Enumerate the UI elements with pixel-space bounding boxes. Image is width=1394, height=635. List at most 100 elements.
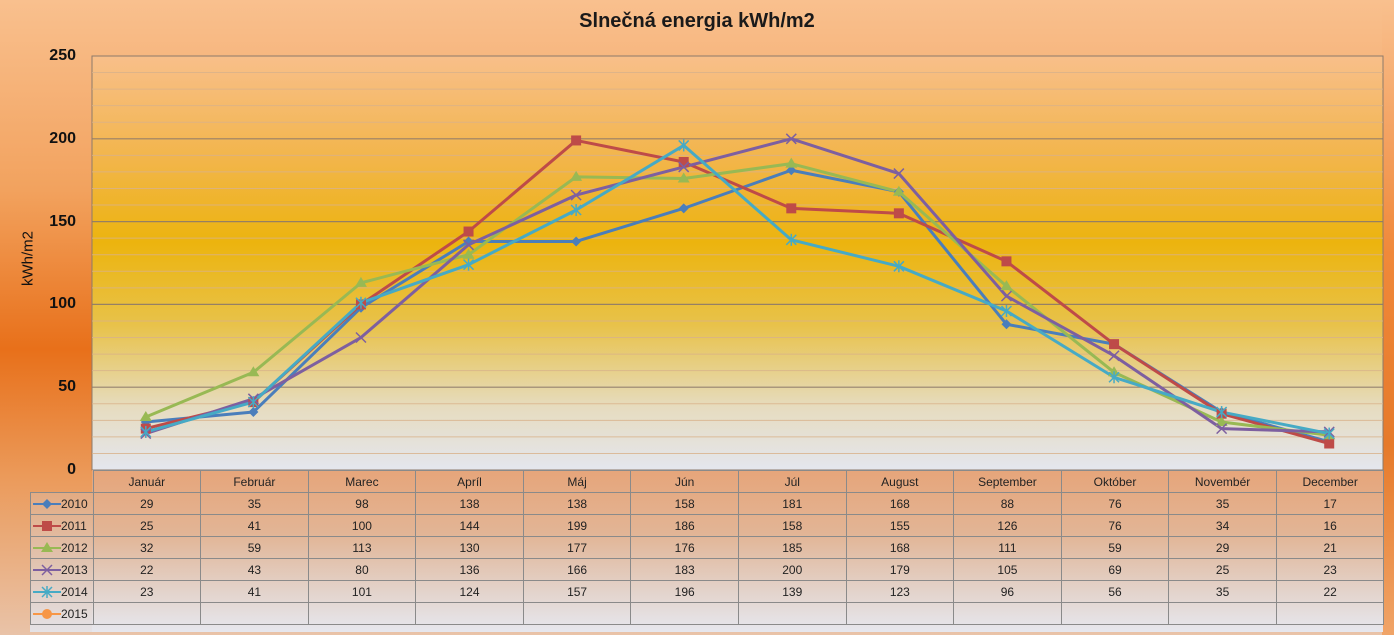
data-point-2011 [678,156,689,167]
data-point-2010 [463,236,474,247]
table-cell: 35 [1168,492,1277,515]
category-header: Máj [522,470,632,493]
table-cell: 176 [630,536,739,559]
table-cell: 144 [415,514,524,537]
table-cell: 155 [845,514,955,537]
y-tick-label: 250 [49,47,76,64]
data-point-2011 [893,208,904,219]
category-header: Január [92,470,202,493]
category-header: Apríl [415,470,524,493]
legend-entry: 2010 [30,492,94,515]
data-point-2012 [570,170,583,181]
table-header-row: Január Február Marec Apríl Máj Jún Júl August Se… [31,470,1385,493]
category-header: Február [200,470,309,493]
category-header: Jún [630,470,739,493]
data-point-2012 [785,157,798,168]
table-cell [415,602,524,625]
table-cell [845,602,955,625]
table-cell: 136 [415,558,524,581]
data-point-2010 [571,236,582,247]
data-point-2013 [785,133,797,145]
data-point-2010 [248,407,259,418]
table-cell: 200 [737,558,847,581]
table-cell [1168,602,1277,625]
table-cell: 22 [92,558,202,581]
table-cell: 186 [630,514,739,537]
table-cell: 76 [1060,492,1170,515]
category-header: Marec [307,470,417,493]
table-cell: 23 [92,580,202,603]
table-cell [737,602,847,625]
data-point-2013 [1108,350,1120,362]
y-tick-label: 0 [67,461,76,478]
legend-marker-icon [33,564,61,576]
table-cell: 139 [737,580,847,603]
legend-entry: 2015 [30,602,94,625]
data-point-2013 [893,168,905,180]
category-header: Júl [737,470,847,493]
table-cell: 29 [92,492,202,515]
y-tick-label: 100 [49,295,76,312]
y-tick-label: 150 [49,213,76,230]
data-point-2013 [570,189,582,201]
legend-marker-icon [33,541,61,552]
data-point-2012 [1215,415,1228,426]
table-cell: 168 [845,536,955,559]
data-point-2012 [677,172,690,183]
data-point-2014 [893,260,905,273]
data-point-2012 [892,185,905,196]
table-row: 2012 32 59 113 130 177 176 185 168 111 59 29 21 [30,536,1385,559]
table-cell [1275,602,1385,625]
table-cell: 179 [845,558,955,581]
data-point-2014 [247,396,259,409]
table-cell: 32 [92,536,202,559]
table-cell: 41 [200,580,309,603]
table-cell: 56 [1060,580,1170,603]
legend-label: 2015 [61,606,88,621]
series-line-2014 [145,143,1330,436]
table-cell: 111 [953,536,1062,559]
legend-marker-icon [33,585,61,598]
table-cell: 196 [630,580,739,603]
table-cell [307,602,417,625]
table-cell: 25 [1168,558,1277,581]
category-header: December [1275,470,1385,493]
table-cell: 96 [953,580,1062,603]
table-cell: 130 [415,536,524,559]
category-header: Október [1060,470,1170,493]
series-line-2012 [145,162,1330,437]
table-cell: 113 [307,536,417,559]
table-cell: 177 [522,536,632,559]
table-cell: 199 [522,514,632,537]
legend-label: 2014 [61,584,88,599]
data-point-2011 [1001,256,1012,267]
table-cell: 185 [737,536,847,559]
table-cell: 124 [415,580,524,603]
legend-label: 2013 [61,562,88,577]
table-cell: 35 [1168,580,1277,603]
table-cell: 43 [200,558,309,581]
table-cell: 41 [200,514,309,537]
table-cell [630,602,739,625]
data-point-2014 [1000,305,1012,318]
data-table: Január Február Marec Apríl Máj Jún Júl August Se… [30,470,1385,625]
data-point-2013 [355,331,367,344]
data-point-2011 [1324,438,1335,449]
table-row: 2011 25 41 100 144 199 186 158 155 126 76 34 16 [30,514,1385,537]
data-point-2014 [1323,427,1335,440]
table-cell: 80 [307,558,417,581]
table-cell: 16 [1275,514,1385,537]
data-point-2014 [1108,371,1120,384]
legend-entry: 2013 [30,558,94,581]
y-tick-label: 50 [58,378,76,395]
table-row: 2013 22 43 80 136 166 183 200 179 105 69 25 23 [30,558,1385,581]
table-corner [31,471,94,493]
data-point-2014 [678,139,690,152]
plot-area [91,55,1384,471]
legend-label: 2011 [61,518,87,533]
legend-label: 2010 [61,496,88,511]
legend-marker-icon [33,608,61,619]
table-cell: 168 [845,492,955,515]
table-row: 2014 23 41 101 124 157 196 139 123 96 56 35 22 [30,580,1385,603]
data-point-2014 [355,296,367,309]
